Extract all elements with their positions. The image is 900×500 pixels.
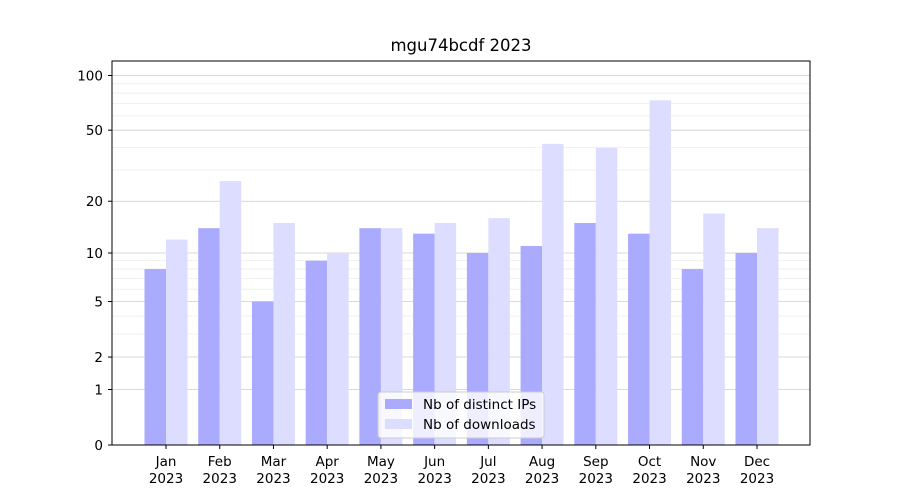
bar-downloads-mar bbox=[273, 222, 295, 445]
y-tick-label: 100 bbox=[77, 68, 103, 84]
bar-downloads-jun bbox=[434, 222, 457, 445]
x-tick-label-year: 2023 bbox=[686, 471, 720, 487]
x-tick-label-month: Sep bbox=[583, 454, 608, 470]
x-tick-label-year: 2023 bbox=[632, 471, 666, 487]
x-tick-label-month: Dec bbox=[744, 454, 770, 470]
bar-downloads-sep bbox=[595, 147, 618, 445]
x-tick-label-month: Jan bbox=[155, 454, 177, 470]
bar-distinct-ips-dec bbox=[735, 253, 757, 445]
legend-swatch bbox=[385, 419, 412, 429]
bars bbox=[144, 100, 779, 446]
x-tick-label-year: 2023 bbox=[525, 471, 559, 487]
x-tick-label-month: Jun bbox=[423, 454, 445, 470]
bar-distinct-ips-may bbox=[359, 228, 381, 445]
x-tick-label-month: Apr bbox=[316, 454, 340, 470]
y-tick-label: 10 bbox=[86, 246, 103, 262]
x-tick-label-year: 2023 bbox=[579, 471, 613, 487]
x-tick-label-year: 2023 bbox=[256, 471, 290, 487]
x-tick-label-year: 2023 bbox=[364, 471, 398, 487]
y-tick-label: 50 bbox=[86, 123, 103, 139]
x-tick-label-month: May bbox=[367, 454, 395, 470]
bar-downloads-oct bbox=[649, 100, 672, 446]
bar-downloads-apr bbox=[327, 253, 349, 445]
bar-distinct-ips-oct bbox=[628, 233, 650, 445]
bar-distinct-ips-sep bbox=[574, 222, 596, 445]
x-tick-label-year: 2023 bbox=[149, 471, 183, 487]
bar-downloads-may bbox=[380, 228, 403, 445]
bar-downloads-feb bbox=[219, 181, 242, 445]
legend-label: Nb of downloads bbox=[423, 417, 536, 433]
chart-title: mgu74bcdf 2023 bbox=[390, 36, 531, 55]
x-tick-label-month: Feb bbox=[208, 454, 232, 470]
legend-swatch bbox=[385, 399, 412, 409]
x-tick-label-year: 2023 bbox=[471, 471, 505, 487]
y-tick-label: 2 bbox=[94, 350, 103, 366]
bar-downloads-aug bbox=[542, 143, 564, 445]
bar-distinct-ips-apr bbox=[305, 260, 328, 445]
x-tick-label-month: Mar bbox=[261, 454, 287, 470]
legend-box bbox=[377, 391, 545, 439]
bar-downloads-jul bbox=[488, 218, 510, 445]
y-tick-label: 0 bbox=[94, 438, 103, 454]
x-tick-label-year: 2023 bbox=[310, 471, 344, 487]
bar-downloads-nov bbox=[703, 213, 725, 445]
legend: Nb of distinct IPs Nb of downloads bbox=[377, 391, 545, 439]
legend-label: Nb of distinct IPs bbox=[423, 397, 536, 413]
bar-distinct-ips-mar bbox=[251, 301, 274, 445]
bar-downloads-dec bbox=[757, 228, 779, 445]
x-tick-label-year: 2023 bbox=[740, 471, 774, 487]
bar-distinct-ips-nov bbox=[681, 269, 704, 445]
x-tick-label-year: 2023 bbox=[203, 471, 237, 487]
x-tick-label-month: Nov bbox=[690, 454, 716, 470]
y-axis: 0 1 2 5 10 20 50 100 bbox=[77, 68, 112, 454]
bar-distinct-ips-feb bbox=[198, 228, 220, 445]
x-tick-label-month: Aug bbox=[529, 454, 555, 470]
x-tick-label-month: Oct bbox=[638, 454, 661, 470]
x-axis: Jan2023Feb2023Mar2023Apr2023May2023Jun20… bbox=[149, 445, 774, 487]
bar-downloads-jan bbox=[166, 239, 188, 445]
bar-distinct-ips-jan bbox=[144, 269, 166, 445]
x-tick-label-month: Jul bbox=[479, 454, 496, 470]
y-tick-label: 5 bbox=[94, 295, 103, 311]
y-tick-label: 1 bbox=[94, 382, 103, 398]
y-tick-label: 20 bbox=[86, 194, 103, 210]
x-tick-label-year: 2023 bbox=[417, 471, 451, 487]
